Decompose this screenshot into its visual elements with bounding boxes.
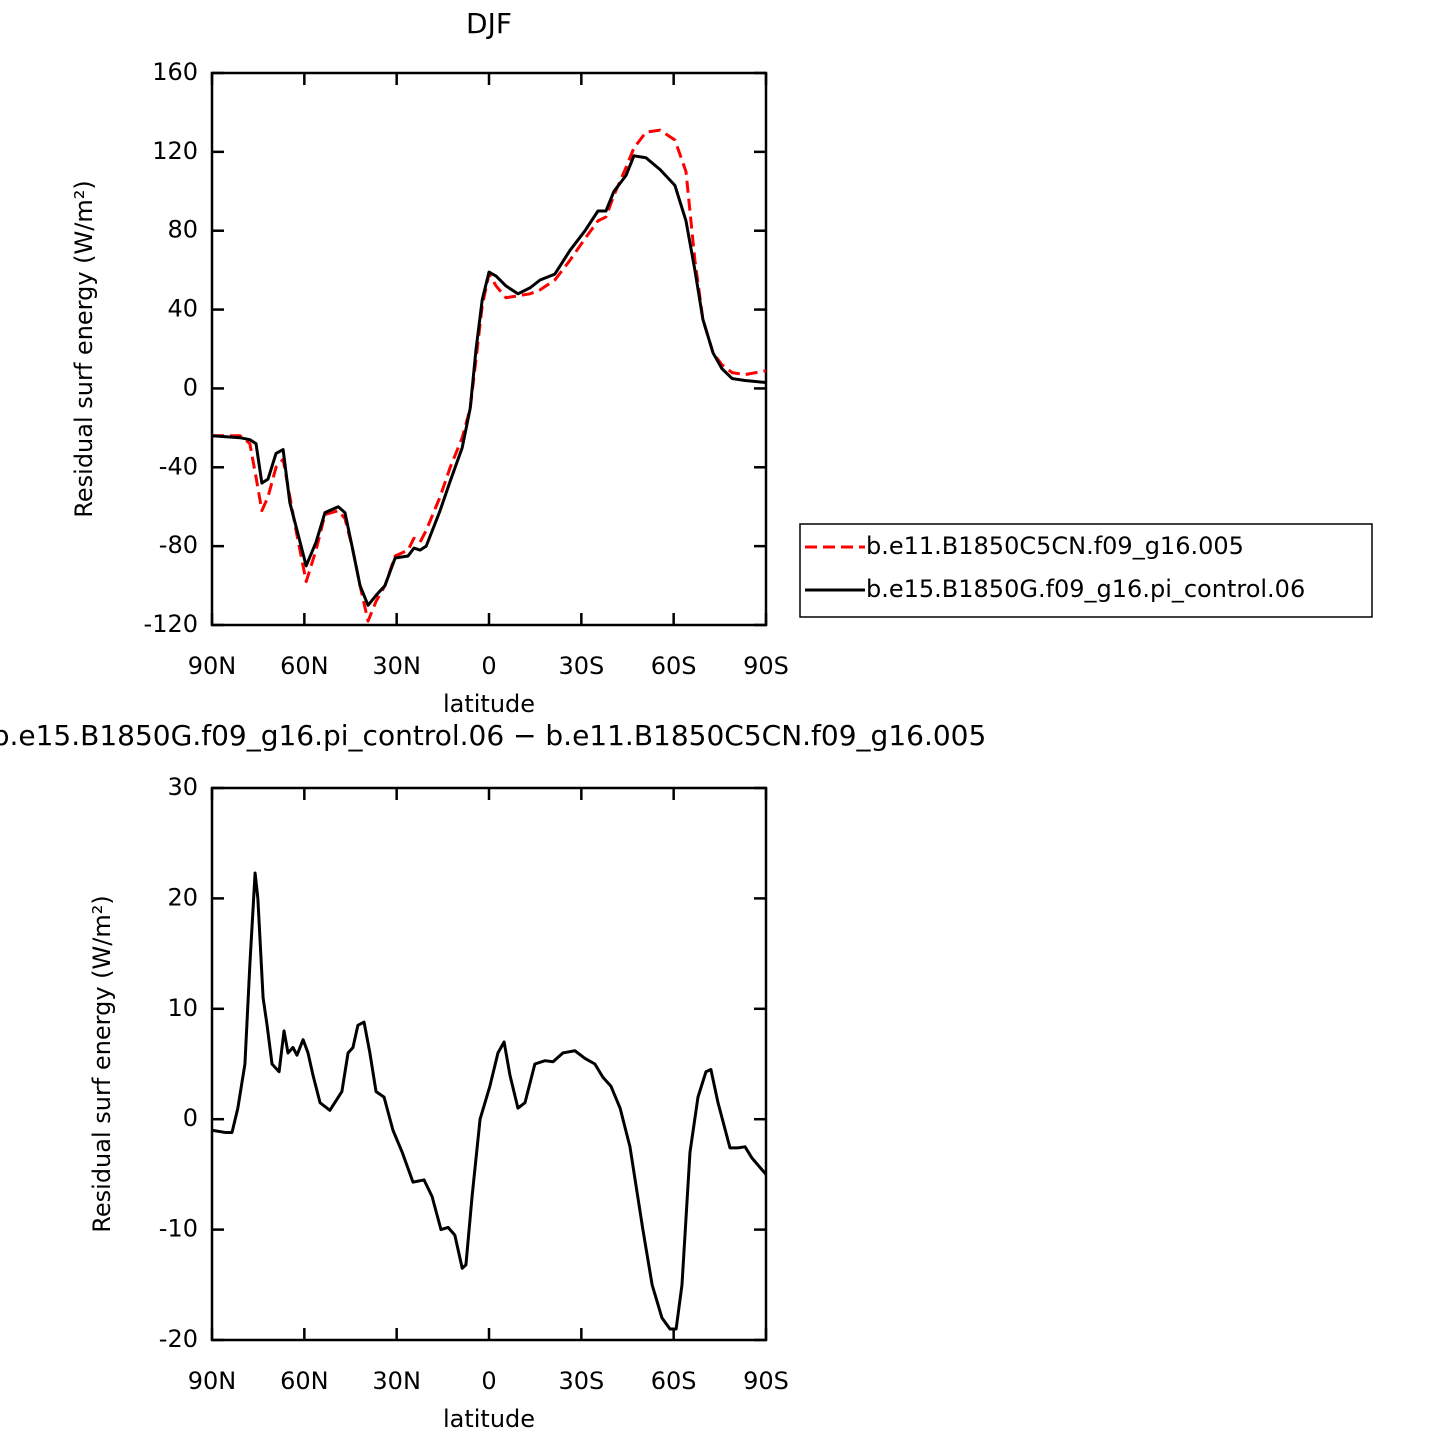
y-tick-label: 20 — [167, 883, 198, 911]
x-tick-label: 60N — [280, 1367, 329, 1395]
data-line — [211, 154, 767, 607]
y-tick-label: 30 — [167, 773, 198, 801]
x-tick-label: 90S — [743, 1367, 789, 1395]
y-axis-label: Residual surf energy (W/m²) — [88, 895, 116, 1232]
x-tick-label: 30S — [558, 652, 604, 680]
legend-box — [799, 523, 1373, 618]
y-tick-label: -120 — [144, 610, 198, 638]
y-axis-label: Residual surf energy (W/m²) — [70, 180, 98, 517]
x-tick-label: 90S — [743, 652, 789, 680]
y-tick-label: -10 — [159, 1215, 198, 1243]
y-tick-label: 0 — [183, 373, 198, 401]
x-tick-label: 90N — [188, 652, 237, 680]
x-tick-label: 90N — [188, 1367, 237, 1395]
x-tick-label: 0 — [481, 1367, 496, 1395]
y-tick-label: -40 — [159, 452, 198, 480]
x-tick-label: 0 — [481, 652, 496, 680]
x-tick-label: 30N — [372, 652, 421, 680]
data-line — [211, 871, 768, 1331]
x-tick-label: 60S — [651, 652, 697, 680]
y-tick-label: -80 — [159, 531, 198, 559]
y-tick-label: 0 — [183, 1104, 198, 1132]
legend-label: b.e15.B1850G.f09_g16.pi_control.06 — [866, 575, 1305, 603]
y-tick-label: 40 — [167, 295, 198, 323]
x-axis-label: latitude — [443, 1405, 535, 1433]
chart-title: b.e15.B1850G.f09_g16.pi_control.06 − b.e… — [0, 719, 986, 752]
y-tick-label: 80 — [167, 216, 198, 244]
x-tick-label: 30N — [372, 1367, 421, 1395]
y-tick-label: -20 — [159, 1325, 198, 1353]
x-tick-label: 30S — [558, 1367, 604, 1395]
chart-title: DJF — [466, 7, 512, 40]
y-tick-label: 10 — [167, 994, 198, 1022]
data-line — [212, 128, 767, 623]
x-tick-label: 60N — [280, 652, 329, 680]
x-axis-label: latitude — [443, 690, 535, 718]
y-tick-label: 160 — [152, 58, 198, 86]
legend-label: b.e11.B1850C5CN.f09_g16.005 — [866, 532, 1244, 560]
y-tick-label: 120 — [152, 137, 198, 165]
plot-frame — [210, 71, 768, 627]
x-tick-label: 60S — [651, 1367, 697, 1395]
